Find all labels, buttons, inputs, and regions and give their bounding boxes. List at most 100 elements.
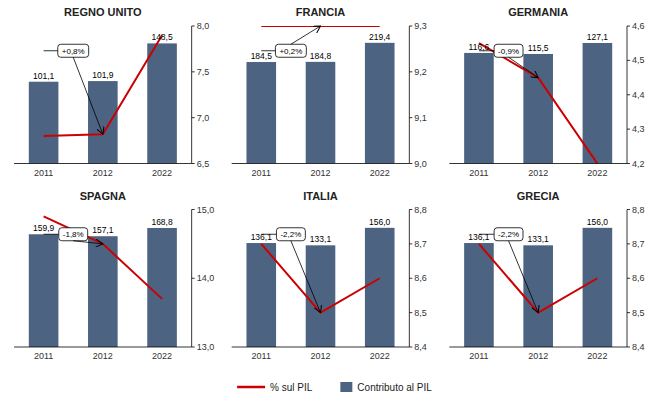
annotation-arrow	[509, 57, 539, 77]
annotation: +0,8%	[44, 44, 103, 134]
line	[44, 216, 162, 299]
panel: FRANCIA184,5184,8219,42011201220229,09,1…	[232, 6, 427, 178]
bar-value-label: 101,1	[33, 71, 55, 81]
y2-tick	[409, 71, 412, 72]
legend-label: % sul PIL	[270, 382, 313, 393]
y2-tick	[627, 163, 630, 164]
annotation-bracket	[261, 50, 275, 51]
y2-tick-label: 8,7	[632, 239, 645, 249]
x-axis-line	[232, 347, 410, 348]
bar	[583, 228, 613, 347]
bar-value-label: 219,4	[369, 32, 391, 42]
bar	[306, 245, 336, 347]
y2-tick	[627, 312, 630, 313]
plot-area	[464, 43, 612, 164]
bar	[464, 53, 494, 164]
legend-item: Contributo al PIL	[340, 382, 432, 393]
panel-title: SPAGNA	[80, 190, 126, 202]
y2-tick	[192, 71, 195, 72]
data-labels: 116,6115,5127,1	[469, 32, 609, 53]
bar	[246, 62, 276, 163]
y2-tick-label: 8,4	[414, 342, 427, 352]
bar	[583, 43, 613, 164]
bar	[29, 234, 59, 347]
y2-tick-label: 8,8	[414, 205, 427, 215]
panel-title: GRECIA	[517, 190, 560, 202]
bar-value-label: 184,5	[251, 51, 273, 61]
x-tick-label: 2022	[370, 351, 390, 361]
bar-value-label: 133,1	[310, 234, 332, 244]
y2-tick	[409, 209, 412, 210]
legend-swatch	[237, 386, 265, 389]
x-tick-label: 2012	[528, 168, 548, 178]
plot-area	[246, 26, 394, 164]
annotation-bracket	[44, 234, 59, 235]
y2-tick-label: 8,8	[632, 205, 645, 215]
x-tick-label: 2011	[469, 168, 488, 178]
y2-tick	[409, 312, 412, 313]
legend-swatch	[340, 382, 352, 392]
x-tick-label: 2011	[34, 351, 53, 361]
y2-tick-label: 4,3	[632, 124, 645, 134]
legend-label: Contributo al PIL	[357, 382, 432, 393]
x-tick-label: 2012	[310, 168, 330, 178]
y2-tick	[627, 26, 630, 27]
line	[44, 35, 162, 136]
y2-tick	[192, 209, 195, 210]
panel: ITALIA136,1133,1156,02011201220228,48,58…	[232, 190, 427, 362]
bar-value-label: 101,9	[92, 70, 114, 80]
y2-tick	[627, 278, 630, 279]
plot-area	[29, 216, 177, 347]
x-tick-label: 2022	[587, 168, 607, 178]
bar	[147, 43, 177, 163]
bar-value-label: 115,5	[528, 43, 549, 53]
y2-tick-label: 8,0	[197, 21, 210, 31]
panel-title: REGNO UNITO	[64, 6, 142, 18]
plot-area	[464, 228, 612, 347]
y2-tick	[192, 347, 195, 348]
y2-tick-label: 6,5	[197, 159, 210, 169]
bar-value-label: 157,1	[92, 225, 114, 235]
plot-area	[29, 35, 177, 163]
data-labels: 101,1 101,9 148,5	[33, 32, 173, 80]
annotation-box	[59, 228, 88, 241]
y2-tick	[627, 209, 630, 210]
x-axis-line	[14, 163, 192, 164]
x-tick-label: 2011	[469, 351, 488, 361]
plot-area	[246, 228, 394, 347]
annotation-box	[276, 228, 305, 241]
annotation-box	[275, 44, 306, 57]
y2-tick	[192, 163, 195, 164]
annotation: -2,2%	[261, 228, 320, 313]
y2-tick-label: 4,6	[632, 21, 645, 31]
y2-tick-label: 8,5	[632, 308, 645, 318]
y2-tick	[627, 243, 630, 244]
bar-value-label: 156,0	[587, 217, 609, 227]
y2-tick	[627, 94, 630, 95]
bar-value-label: 148,5	[151, 32, 173, 42]
panel: REGNO UNITO101,1101,9148,52011201220226,…	[14, 6, 209, 178]
x-axis-line	[449, 163, 627, 164]
y2-tick	[627, 60, 630, 61]
y2-axis-line	[191, 26, 192, 164]
y2-tick	[192, 117, 195, 118]
annotation-arrow	[291, 241, 321, 313]
y2-tick	[409, 117, 412, 118]
y2-tick-label: 8,5	[414, 308, 427, 318]
annotation-text: +0,8%	[62, 47, 85, 56]
annotation-bracket	[479, 50, 494, 51]
y2-tick	[409, 243, 412, 244]
annotation-box	[494, 44, 523, 57]
annotation: -1,8%	[44, 228, 103, 244]
bar	[147, 228, 177, 347]
y2-tick-label: 7,5	[197, 67, 210, 77]
y2-tick-label: 8,7	[414, 239, 427, 249]
annotation-arrow	[291, 26, 321, 44]
data-labels: 159,9157,1168,8	[33, 217, 173, 235]
y2-tick	[192, 26, 195, 27]
x-tick-label: 2012	[93, 351, 113, 361]
bar-value-label: 184,8	[310, 51, 332, 61]
y2-tick	[409, 347, 412, 348]
y2-tick-label: 9,1	[414, 113, 427, 123]
y2-tick-label: 8,6	[632, 273, 645, 283]
